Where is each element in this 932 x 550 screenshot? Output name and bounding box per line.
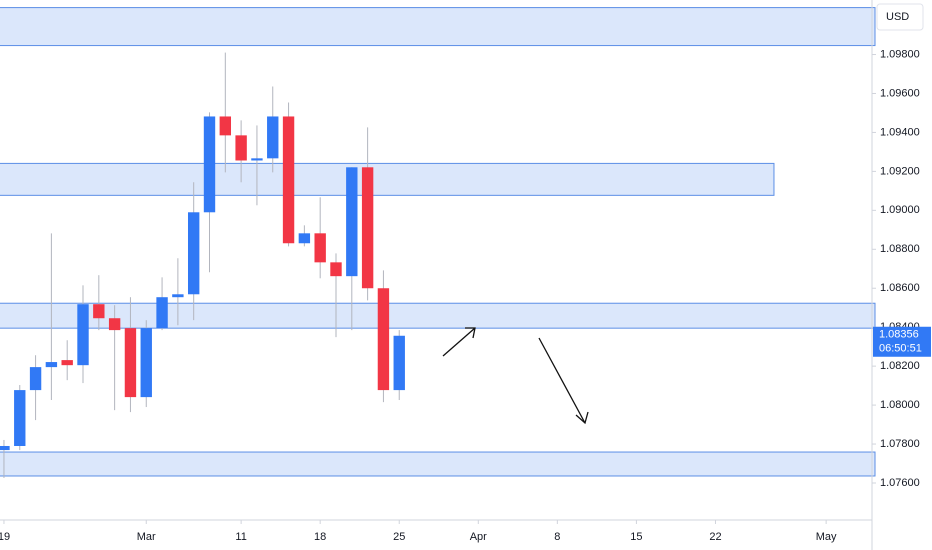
candle-body bbox=[330, 262, 342, 277]
candle-body bbox=[377, 288, 390, 391]
candle-body bbox=[251, 158, 263, 161]
candle-body bbox=[61, 360, 73, 366]
candle-body bbox=[29, 367, 42, 391]
countdown: 06:50:51 bbox=[879, 343, 922, 355]
candle-body bbox=[156, 297, 168, 329]
zone bbox=[0, 7, 876, 47]
x-tick-label: 18 bbox=[314, 531, 326, 543]
arrow-up-head bbox=[465, 327, 476, 339]
candle-body bbox=[14, 390, 26, 446]
candle-body bbox=[77, 304, 89, 366]
candle-body bbox=[93, 304, 105, 319]
x-tick-label: Apr bbox=[470, 531, 487, 543]
y-tick-label: 1.08800 bbox=[880, 243, 920, 255]
y-tick-label: 1.08000 bbox=[880, 399, 920, 411]
candle-body bbox=[187, 212, 200, 295]
y-tick-label: 1.08600 bbox=[880, 282, 920, 294]
y-tick-label: 1.09000 bbox=[880, 204, 920, 216]
candle-body bbox=[298, 233, 311, 244]
x-tick-label: Mar bbox=[137, 531, 156, 543]
candle-body bbox=[45, 362, 58, 368]
axes: 1.09800 1.09600 1.09400 1.09200 1.09000 1.088… bbox=[0, 48, 931, 543]
y-tick-label: 1.09800 bbox=[880, 48, 920, 60]
x-tick-label: May bbox=[816, 531, 837, 543]
arrow-up bbox=[442, 327, 476, 357]
candle-body bbox=[203, 116, 216, 213]
candle-body bbox=[267, 116, 279, 159]
candle-body bbox=[314, 233, 326, 263]
y-tick-label: 1.07600 bbox=[880, 477, 920, 489]
candle-body bbox=[361, 167, 374, 289]
candle-body bbox=[172, 294, 184, 298]
zone bbox=[0, 302, 876, 329]
candle-body bbox=[346, 167, 358, 277]
currency-box[interactable] bbox=[876, 3, 924, 31]
candle-body bbox=[219, 116, 232, 136]
currency: USD bbox=[886, 11, 909, 23]
y-tick-label: 1.08200 bbox=[880, 360, 920, 372]
candle-body bbox=[140, 328, 152, 398]
x-tick-label: 22 bbox=[709, 531, 721, 543]
last-price-box bbox=[873, 326, 931, 357]
last-price: 1.08356 bbox=[879, 329, 919, 341]
y-tick-label: 1.09200 bbox=[880, 165, 920, 177]
zones bbox=[0, 7, 876, 477]
candle-body bbox=[108, 318, 121, 331]
x-tick-label: 11 bbox=[235, 531, 246, 543]
candle-body bbox=[393, 335, 405, 391]
x-tick-label: 25 bbox=[393, 531, 405, 543]
candle-body bbox=[124, 328, 137, 398]
y-tick-label: 1.09600 bbox=[880, 87, 920, 99]
zone bbox=[0, 451, 876, 477]
candle-body bbox=[0, 445, 10, 451]
candle-body bbox=[235, 135, 247, 161]
x-tick-label: 15 bbox=[630, 531, 642, 543]
arrow-down-head bbox=[575, 411, 589, 425]
y-tick-label: 1.09400 bbox=[880, 126, 920, 138]
annotations bbox=[442, 327, 589, 425]
candles bbox=[0, 52, 405, 478]
zone bbox=[0, 162, 775, 196]
y-tick-label: 1.07800 bbox=[880, 438, 920, 450]
x-tick-label: 19 bbox=[0, 531, 10, 543]
x-tick-label: 8 bbox=[554, 531, 560, 543]
arrow-down bbox=[538, 337, 586, 424]
candle-body bbox=[282, 116, 295, 244]
